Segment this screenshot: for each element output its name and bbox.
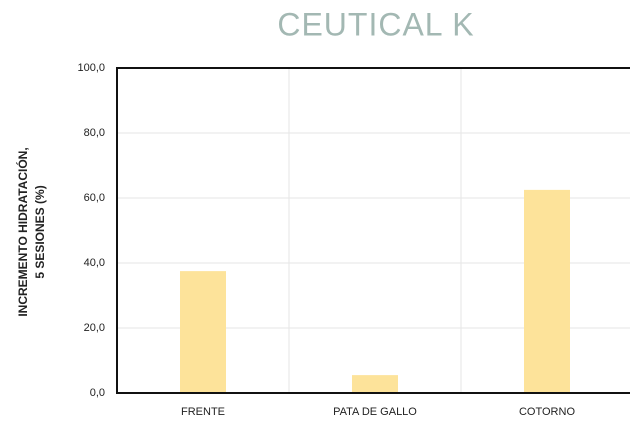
bar — [180, 271, 226, 393]
x-tick-label: FRENTE — [181, 406, 225, 418]
y-tick-label: 40,0 — [84, 257, 105, 269]
y-tick-label: 80,0 — [84, 127, 105, 139]
x-tick-label: COTORNO — [519, 406, 575, 418]
plot-border — [116, 67, 630, 394]
bar — [524, 189, 570, 393]
chart-title: CEUTICAL K — [277, 6, 474, 42]
y-tick-label: 100,0 — [77, 62, 105, 74]
y-tick-label: 60,0 — [84, 192, 105, 204]
y-tick-label: 20,0 — [84, 322, 105, 334]
bar — [352, 375, 398, 393]
x-tick-label: PATA DE GALLO — [333, 406, 417, 418]
y-label-line: 5 SESIONES (%) — [33, 185, 47, 278]
y-axis-label: INCREMENTO HIDRATACIÓN, 5 SESIONES (%) — [15, 147, 47, 316]
y-label-line: INCREMENTO HIDRATACIÓN, — [15, 147, 30, 316]
y-tick-label: 0,0 — [90, 387, 105, 399]
